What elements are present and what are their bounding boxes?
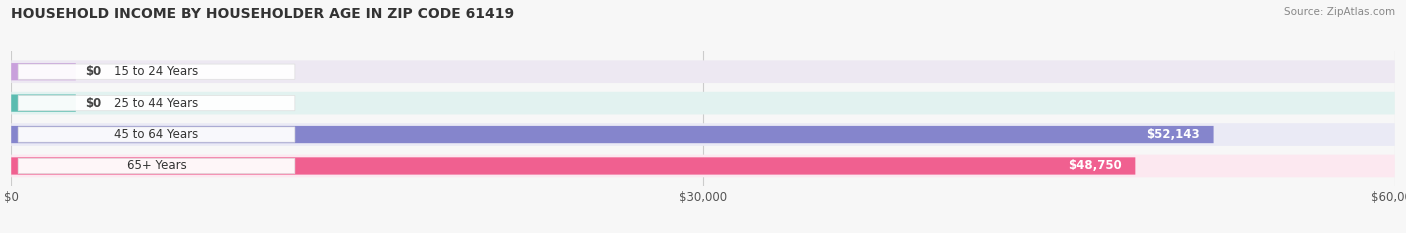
FancyBboxPatch shape bbox=[11, 123, 1395, 146]
FancyBboxPatch shape bbox=[18, 96, 295, 111]
FancyBboxPatch shape bbox=[11, 157, 1136, 175]
Text: Source: ZipAtlas.com: Source: ZipAtlas.com bbox=[1284, 7, 1395, 17]
FancyBboxPatch shape bbox=[11, 60, 1395, 83]
Text: 45 to 64 Years: 45 to 64 Years bbox=[114, 128, 198, 141]
FancyBboxPatch shape bbox=[18, 64, 295, 79]
Text: 25 to 44 Years: 25 to 44 Years bbox=[114, 97, 198, 110]
FancyBboxPatch shape bbox=[11, 94, 76, 112]
Text: $0: $0 bbox=[84, 97, 101, 110]
FancyBboxPatch shape bbox=[11, 155, 1395, 177]
Text: 65+ Years: 65+ Years bbox=[127, 159, 187, 172]
FancyBboxPatch shape bbox=[11, 63, 76, 80]
Text: HOUSEHOLD INCOME BY HOUSEHOLDER AGE IN ZIP CODE 61419: HOUSEHOLD INCOME BY HOUSEHOLDER AGE IN Z… bbox=[11, 7, 515, 21]
FancyBboxPatch shape bbox=[18, 158, 295, 174]
Text: $48,750: $48,750 bbox=[1067, 159, 1122, 172]
FancyBboxPatch shape bbox=[11, 126, 1213, 143]
Text: $52,143: $52,143 bbox=[1146, 128, 1199, 141]
FancyBboxPatch shape bbox=[18, 127, 295, 142]
Text: $0: $0 bbox=[84, 65, 101, 78]
FancyBboxPatch shape bbox=[11, 92, 1395, 114]
Text: 15 to 24 Years: 15 to 24 Years bbox=[114, 65, 198, 78]
